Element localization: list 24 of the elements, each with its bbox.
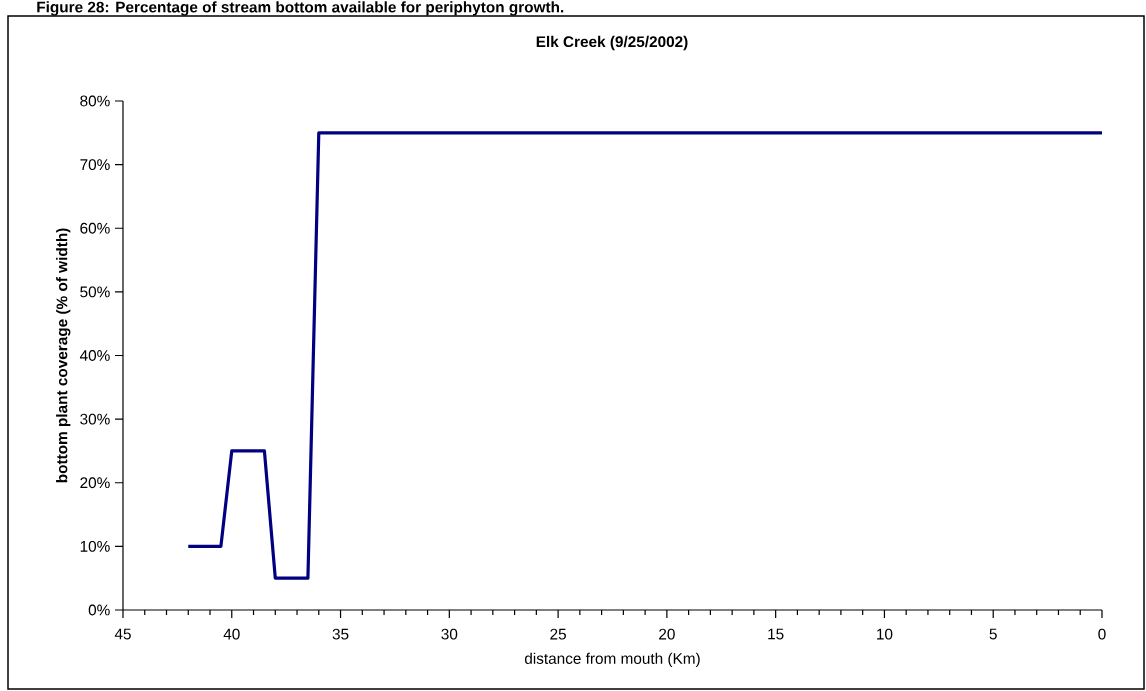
y-tick-label: 10% xyxy=(80,540,110,552)
x-tick-label: 15 xyxy=(768,628,784,640)
y-axis-title: bottom plant coverage (% of width) xyxy=(56,228,71,483)
x-tick-label: 20 xyxy=(659,628,675,640)
y-tick-label: 60% xyxy=(80,222,110,234)
y-tick-label: 30% xyxy=(80,413,110,425)
y-tick-label: 70% xyxy=(80,159,110,171)
x-tick-label: 10 xyxy=(877,628,893,640)
y-tick-label: 50% xyxy=(80,286,110,298)
y-tick-label: 20% xyxy=(80,477,110,489)
x-tick-label: 45 xyxy=(114,628,131,640)
x-tick-label: 35 xyxy=(332,628,349,640)
chart-title: Elk Creek (9/25/2002) xyxy=(536,35,688,51)
y-tick-label: 40% xyxy=(79,350,110,361)
x-tick-label: 25 xyxy=(550,628,566,640)
x-tick-label: 5 xyxy=(989,628,997,640)
x-axis-title: distance from mouth (Km) xyxy=(524,652,700,667)
y-tick-label: 0% xyxy=(88,604,110,616)
caption: Figure 28: Percentage of stream bottom available for periphyton growth. xyxy=(37,1,564,16)
x-tick-label: 0 xyxy=(1098,628,1106,640)
x-tick-label: 40 xyxy=(223,628,240,640)
line-series xyxy=(186,131,1104,580)
x-tick-label: 30 xyxy=(441,628,458,640)
y-tick-label: 80% xyxy=(80,95,110,107)
